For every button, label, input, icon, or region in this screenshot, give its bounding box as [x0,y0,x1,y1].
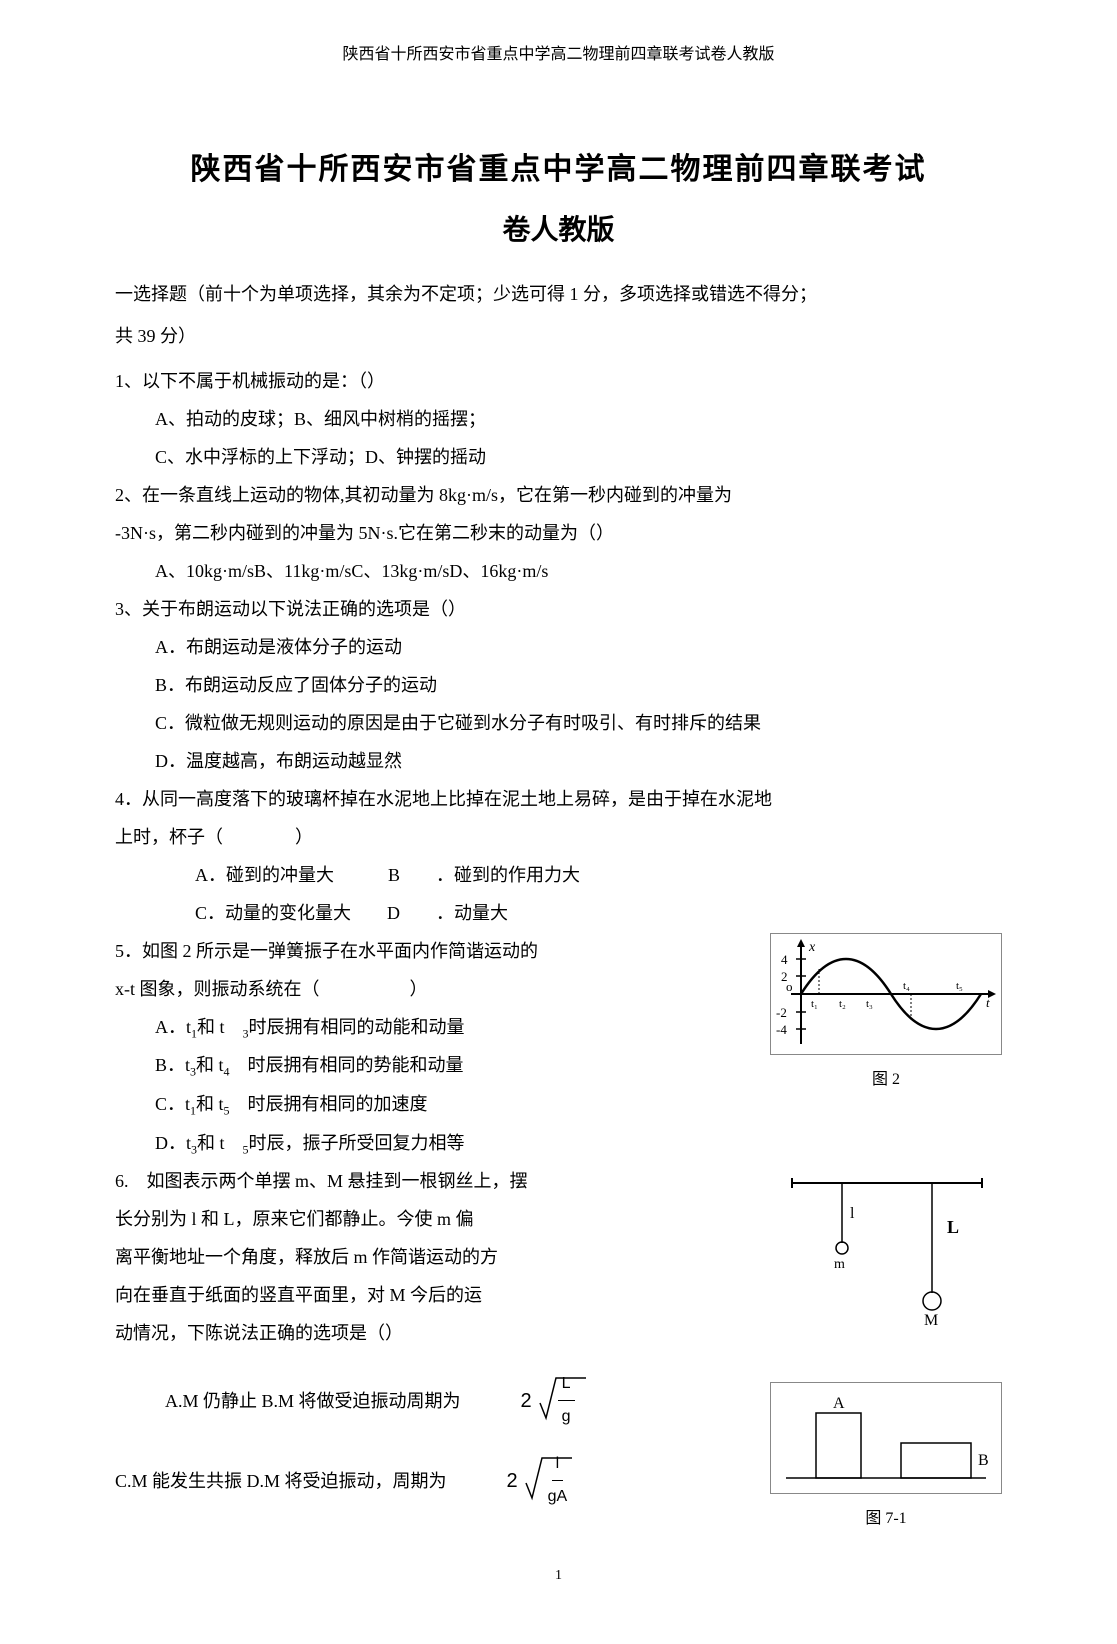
q2-options: A、10kg·m/sB、11kg·m/sC、13kg·m/sD、16kg·m/s [115,553,1002,589]
main-title-line1: 陕西省十所西安市省重点中学高二物理前四章联考试 [115,144,1002,188]
q4-opts-cd: C．动量的变化量大 D ．动量大 [115,895,1002,931]
q5d-pre: D．t [155,1133,191,1153]
figure-2-graph: 4 2 -2 -4 x o t₁ t₂ t₃ t₄ t₅ t [770,933,1002,1055]
q3-opt-c: C．微粒做无规则运动的原因是由于它碰到水分子有时吸引、有时排斥的结果 [115,705,1002,741]
q5-opt-d: D．t3和 t 5时辰，振子所受回复力相等 [115,1125,750,1162]
page-header: 陕西省十所西安市省重点中学高二物理前四章联考试卷人教版 [115,40,1002,64]
fig71-a-label: A [833,1395,845,1412]
q6-line1: 6. 如图表示两个单摆 m、M 悬挂到一根钢丝上，摆 [115,1163,752,1199]
q5c-pre: C．t [155,1094,190,1114]
ytick-4: 4 [781,952,788,967]
q6-optcd-frac-bot: gA [544,1481,572,1513]
q5c-mid: 和 t [196,1094,224,1114]
q6-line3: 离平衡地址一个角度，释放后 m 作简谐运动的方 [115,1239,752,1275]
q6-line5: 动情况，下陈说法正确的选项是（） [115,1315,752,1351]
q4-opts-ab: A．碰到的冲量大 B ．碰到的作用力大 [115,857,1002,893]
figure-pendulum: l m L M [772,1163,1002,1333]
q5b-mid: 和 t [196,1055,224,1075]
q2-line2: -3N·s，第二秒内碰到的冲量为 5N·s.它在第二秒末的动量为（） [115,515,1002,551]
q5d-post: 时辰，振子所受回复力相等 [249,1133,465,1153]
pendulum-m-label: m [834,1257,845,1272]
figure-7-1: A B [770,1382,1002,1494]
q1-stem: 1、以下不属于机械振动的是：（） [115,363,1002,399]
pendulum-big-m-label: M [924,1312,938,1329]
fig71-b-label: B [978,1452,989,1469]
q5-opt-c: C．t1和 t5 时辰拥有相同的加速度 [115,1086,750,1123]
t4-label: t₄ [903,980,910,992]
x-axis-label: t [986,995,990,1010]
q5a-pre: A．t [155,1017,191,1037]
q6-optcd-frac-top: l [552,1448,564,1481]
q1-opt-cd: C、水中浮标的上下浮动；D、钟摆的摇动 [115,439,1002,475]
ytick-m2: -2 [776,1005,787,1020]
q5-line2: x-t 图象，则振动系统在（ ） [115,971,750,1007]
q5d-mid: 和 t [197,1133,243,1153]
q6-optab-text: A.M 仍静止 B.M 将做受迫振动周期为 [115,1383,461,1419]
y-axis-label: x [808,940,816,955]
q6-optab-frac-top: L [558,1368,575,1401]
q5b-post: 时辰拥有相同的势能和动量 [230,1055,464,1075]
q6-optab-frac-bot: g [558,1401,575,1433]
q1-opt-ab: A、拍动的皮球；B、细风中树梢的摇摆； [115,401,1002,437]
t3-label: t₃ [866,998,873,1010]
figure-2-caption: 图 2 [770,1065,1002,1089]
t2-label: t₂ [839,998,846,1010]
main-title-line2: 卷人教版 [115,208,1002,248]
q6-optab-coef: 2 [521,1381,532,1421]
origin-label: o [786,979,793,994]
q3-opt-b: B．布朗运动反应了固体分子的运动 [115,667,1002,703]
q5a-post: 时辰拥有相同的动能和动量 [249,1017,465,1037]
q5-line1: 5．如图 2 所示是一弹簧振子在水平面内作简谐运动的 [115,933,750,969]
q5-opt-b: B．t3和 t4 时辰拥有相同的势能和动量 [115,1047,750,1084]
pendulum-big-l-label: L [947,1217,959,1237]
q6-opt-cd: C.M 能发生共振 D.M 将受迫振动，周期为 2 l gA [115,1448,750,1513]
q6-opt-ab: A.M 仍静止 B.M 将做受迫振动周期为 2 L g [115,1368,750,1433]
q2-line1: 2、在一条直线上运动的物体,其初动量为 8kg·m/s，它在第一秒内碰到的冲量为 [115,477,1002,513]
figure-7-1-caption: 图 7-1 [770,1504,1002,1528]
q5a-mid: 和 t [197,1017,243,1037]
q3-opt-a: A．布朗运动是液体分子的运动 [115,629,1002,665]
q6-optcd-text: C.M 能发生共振 D.M 将受迫振动，周期为 [115,1463,447,1499]
q5c-post: 时辰拥有相同的加速度 [230,1094,428,1114]
t1-label: t₁ [811,998,818,1010]
t5-label: t₅ [956,980,963,992]
q5b-pre: B．t [155,1055,190,1075]
q5-opt-a: A．t1和 t 3时辰拥有相同的动能和动量 [115,1009,750,1046]
q3-opt-d: D．温度越高，布朗运动越显然 [115,743,1002,779]
q3-stem: 3、关于布朗运动以下说法正确的选项是（） [115,591,1002,627]
q6-line4: 向在垂直于纸面的竖直平面里，对 M 今后的运 [115,1277,752,1313]
page-number: 1 [115,1568,1002,1584]
q6-line2: 长分别为 l 和 L，原来它们都静止。今使 m 偏 [115,1201,752,1237]
instructions-line2: 共 39 分） [115,320,1002,352]
ytick-m4: -4 [776,1022,787,1037]
q4-line1: 4．从同一高度落下的玻璃杯掉在水泥地上比掉在泥土地上易碎，是由于掉在水泥地 [115,781,1002,817]
q4-line2: 上时，杯子（ ） [115,819,1002,855]
instructions-line1: 一选择题（前十个为单项选择，其余为不定项；少选可得 1 分，多项选择或错选不得分… [115,278,1002,310]
q6-optcd-coef: 2 [507,1461,518,1501]
pendulum-l-label: l [850,1205,855,1222]
